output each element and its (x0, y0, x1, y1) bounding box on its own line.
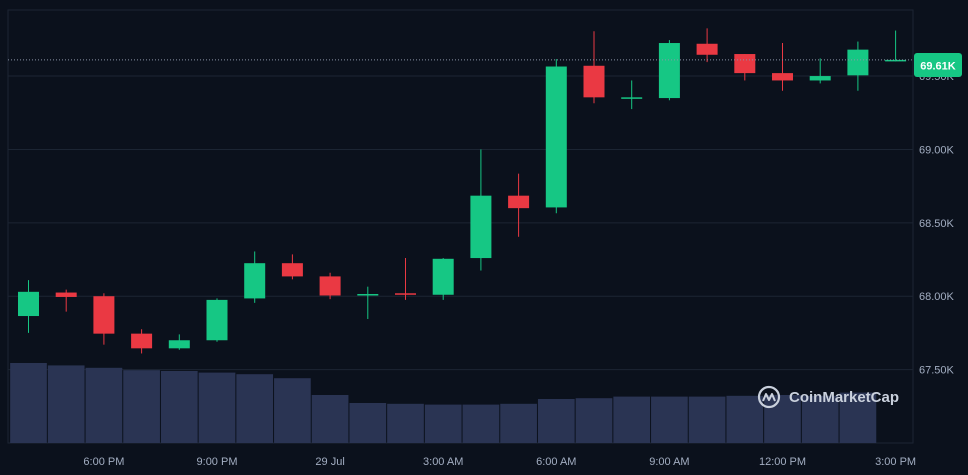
y-tick-label: 69.00K (919, 144, 955, 156)
x-tick-label: 6:00 AM (536, 456, 576, 468)
current-price-tag: 69.61K (914, 53, 962, 77)
x-tick-label: 3:00 AM (423, 456, 463, 468)
candle-body-down (583, 65, 605, 98)
volume-layer (10, 363, 877, 443)
candle-body-up (18, 291, 39, 317)
candle-body-down (93, 296, 115, 334)
candle-body-up (432, 258, 454, 295)
candle-body-up (357, 294, 379, 296)
candle-body-down (131, 333, 153, 349)
candle-body-down (772, 73, 793, 81)
candle-body-up (545, 66, 567, 208)
y-tick-label: 68.50K (919, 218, 955, 230)
x-tick-label: 9:00 PM (197, 456, 238, 468)
candle-body-up (809, 76, 831, 81)
volume-bar (462, 404, 500, 443)
watermark: CoinMarketCap (757, 385, 899, 409)
x-tick-label: 29 Jul (315, 456, 344, 468)
current-price-label: 69.61K (920, 61, 956, 73)
volume-bar (575, 398, 613, 443)
watermark-text: CoinMarketCap (789, 389, 899, 406)
volume-bar (85, 367, 123, 443)
volume-bar (349, 403, 387, 443)
candle-body-up (244, 263, 266, 299)
x-tick-label: 6:00 PM (83, 456, 124, 468)
candle-body-down (319, 276, 341, 296)
x-tick-label: 12:00 PM (759, 456, 806, 468)
candle-body-up (885, 59, 907, 62)
x-tick-label: 3:00 PM (875, 456, 916, 468)
volume-bar (500, 403, 537, 443)
candle-body-down (734, 54, 756, 74)
volume-bar (801, 395, 839, 443)
candle-body-up (168, 340, 190, 349)
volume-bar (47, 365, 85, 443)
volume-bar (198, 372, 236, 443)
volume-bar (613, 396, 651, 443)
volume-bar (387, 403, 424, 443)
volume-bar (424, 404, 462, 443)
volume-bar (726, 395, 764, 443)
candle-body-up (206, 299, 228, 341)
y-tick-label: 68.00K (919, 291, 955, 303)
volume-bar (160, 371, 198, 443)
candle-body-down (395, 293, 416, 295)
volume-bar (688, 396, 726, 443)
candle-body-up (470, 195, 492, 259)
volume-bar (274, 378, 311, 443)
volume-bar (311, 395, 349, 443)
volume-bar (764, 395, 801, 443)
volume-bar (839, 392, 877, 443)
candle-body-down (696, 43, 718, 55)
candle-body-up (621, 97, 643, 99)
candle-layer (18, 28, 907, 354)
candle-body-down (281, 263, 303, 277)
volume-bar (537, 399, 575, 443)
y-tick-label: 67.50K (919, 365, 955, 377)
candle-body-up (847, 49, 869, 76)
volume-bar (123, 370, 160, 443)
volume-bar (651, 396, 688, 443)
x-tick-label: 9:00 AM (649, 456, 689, 468)
candle-body-down (55, 292, 77, 297)
volume-bar (10, 363, 47, 443)
volume-bar (236, 374, 274, 443)
coinmarketcap-logo-icon (757, 385, 781, 409)
candle-body-up (658, 43, 680, 99)
candle-body-down (508, 195, 530, 209)
